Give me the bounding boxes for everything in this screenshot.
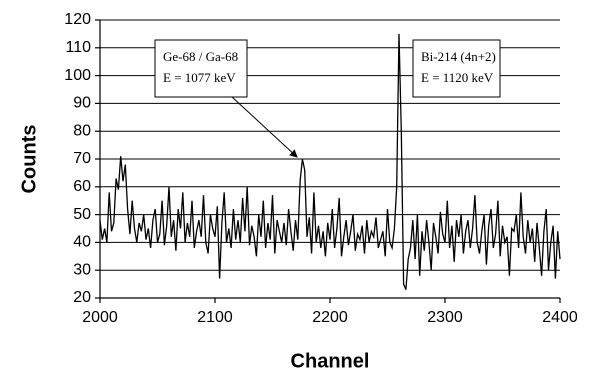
annotation-text: E = 1077 keV [163, 70, 236, 85]
y-tick-label: 50 [73, 206, 91, 223]
x-tick-label: 2400 [542, 309, 578, 326]
y-tick-label: 80 [73, 122, 91, 139]
x-tick-label: 2100 [197, 309, 233, 326]
data-line [99, 33, 561, 290]
x-tick-label: 2300 [427, 309, 463, 326]
y-tick-label: 120 [64, 11, 91, 28]
y-tick-label: 40 [73, 234, 91, 251]
x-tick-label: 2000 [82, 309, 118, 326]
annotation-text: Bi-214 (4n+2) [421, 49, 496, 64]
annotations: Ge-68 / Ga-68 E = 1077 keV Bi-214 (4n+2)… [154, 39, 501, 158]
annotation-arrow [231, 96, 298, 158]
annotation-text: E = 1120 keV [421, 70, 494, 85]
y-tick-label: 90 [73, 95, 91, 112]
y-axis-title: Counts [18, 125, 40, 194]
y-tick-label: 20 [73, 289, 91, 306]
annotation-box [412, 39, 501, 98]
x-tick-label: 2200 [312, 309, 348, 326]
y-tick-label: 60 [73, 178, 91, 195]
y-tick-label: 100 [64, 67, 91, 84]
y-tick-label: 70 [73, 150, 91, 167]
y-tick-label: 30 [73, 261, 91, 278]
annotation-box [154, 39, 248, 98]
x-axis-title: Channel [291, 350, 370, 372]
y-tick-label: 110 [65, 39, 91, 56]
annotation-text: Ge-68 / Ga-68 [163, 49, 238, 64]
